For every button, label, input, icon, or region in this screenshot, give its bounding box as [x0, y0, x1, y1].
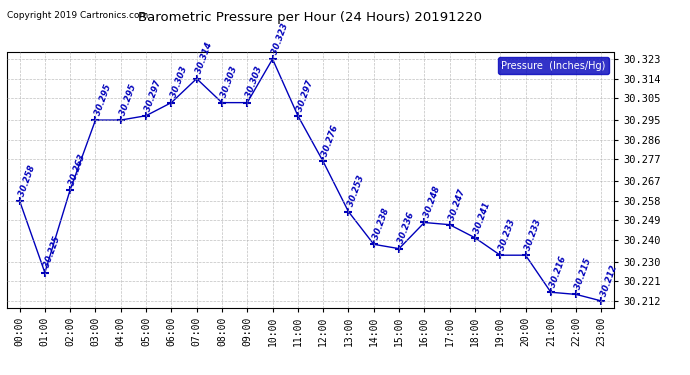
Text: 30.212: 30.212 [599, 264, 619, 297]
Text: 30.323: 30.323 [270, 22, 290, 56]
Text: 30.247: 30.247 [447, 188, 467, 221]
Text: 30.216: 30.216 [549, 255, 568, 289]
Text: 30.297: 30.297 [144, 79, 164, 112]
Text: 30.314: 30.314 [195, 42, 214, 75]
Text: 30.233: 30.233 [523, 218, 543, 252]
Text: 30.215: 30.215 [574, 257, 593, 291]
Text: 30.258: 30.258 [17, 164, 37, 197]
Text: 30.297: 30.297 [295, 79, 315, 112]
Text: 30.303: 30.303 [245, 66, 264, 99]
Text: Barometric Pressure per Hour (24 Hours) 20191220: Barometric Pressure per Hour (24 Hours) … [139, 11, 482, 24]
Text: 30.225: 30.225 [43, 236, 62, 269]
Text: 30.248: 30.248 [422, 185, 442, 219]
Text: Copyright 2019 Cartronics.com: Copyright 2019 Cartronics.com [7, 11, 148, 20]
Text: 30.253: 30.253 [346, 174, 366, 208]
Text: 30.241: 30.241 [473, 201, 492, 234]
Text: 30.263: 30.263 [68, 153, 88, 186]
Text: 30.238: 30.238 [371, 207, 391, 241]
Text: 30.233: 30.233 [498, 218, 518, 252]
Text: 30.303: 30.303 [219, 66, 239, 99]
Text: 30.236: 30.236 [397, 211, 416, 245]
Text: 30.295: 30.295 [93, 83, 112, 117]
Text: 30.303: 30.303 [169, 66, 188, 99]
Legend: Pressure  (Inches/Hg): Pressure (Inches/Hg) [498, 57, 609, 74]
Text: 30.276: 30.276 [321, 124, 340, 158]
Text: 30.295: 30.295 [119, 83, 138, 117]
